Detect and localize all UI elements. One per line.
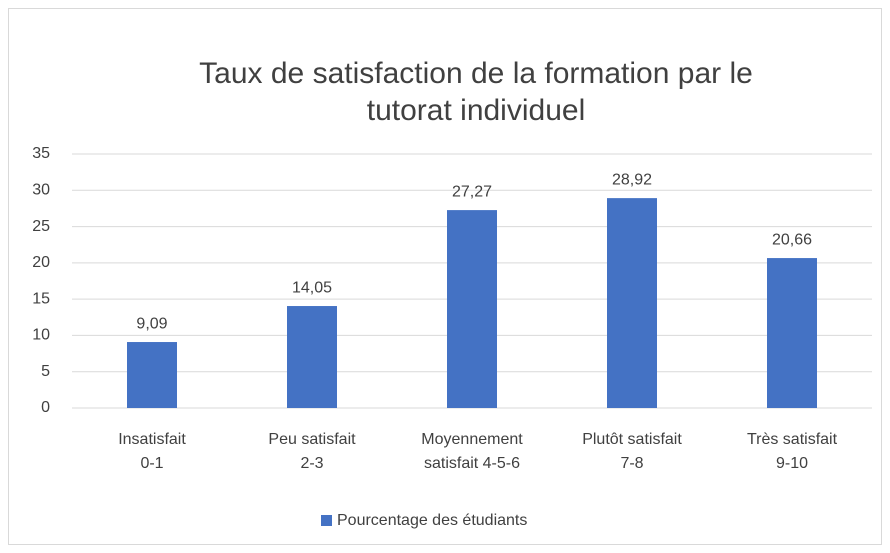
chart-title: Taux de satisfaction de la formation par… xyxy=(199,57,753,90)
bar xyxy=(287,306,337,408)
bar xyxy=(767,258,817,408)
y-tick-label: 15 xyxy=(32,290,50,307)
x-tick-label: 9-10 xyxy=(776,455,808,472)
chart-title: tutorat individuel xyxy=(367,94,585,127)
legend-label: Pourcentage des étudiants xyxy=(337,512,527,529)
y-tick-label: 10 xyxy=(32,327,50,344)
x-tick-label: Peu satisfait xyxy=(268,431,356,448)
x-tick-label: Moyennement xyxy=(421,431,523,448)
y-tick-label: 5 xyxy=(41,363,50,380)
x-tick-label: 7-8 xyxy=(620,455,643,472)
data-label: 20,66 xyxy=(772,231,812,248)
y-tick-label: 0 xyxy=(41,399,50,416)
chart-frame xyxy=(8,8,882,545)
x-tick-label: 0-1 xyxy=(140,455,163,472)
x-tick-label: Plutôt satisfait xyxy=(582,431,682,448)
x-tick-label: Très satisfait xyxy=(747,431,838,448)
x-tick-label: Insatisfait xyxy=(118,431,186,448)
y-tick-label: 35 xyxy=(32,145,50,162)
bar xyxy=(447,210,497,408)
data-label: 28,92 xyxy=(612,171,652,188)
x-tick-label: 2-3 xyxy=(300,455,323,472)
y-tick-label: 30 xyxy=(32,182,50,199)
data-label: 9,09 xyxy=(136,315,167,332)
data-label: 27,27 xyxy=(452,183,492,200)
y-tick-label: 25 xyxy=(32,218,50,235)
data-label: 14,05 xyxy=(292,279,332,296)
bar xyxy=(127,342,177,408)
bar xyxy=(607,198,657,408)
x-tick-label: satisfait 4-5-6 xyxy=(424,455,520,472)
y-tick-label: 20 xyxy=(32,254,50,271)
legend-swatch xyxy=(321,515,332,526)
